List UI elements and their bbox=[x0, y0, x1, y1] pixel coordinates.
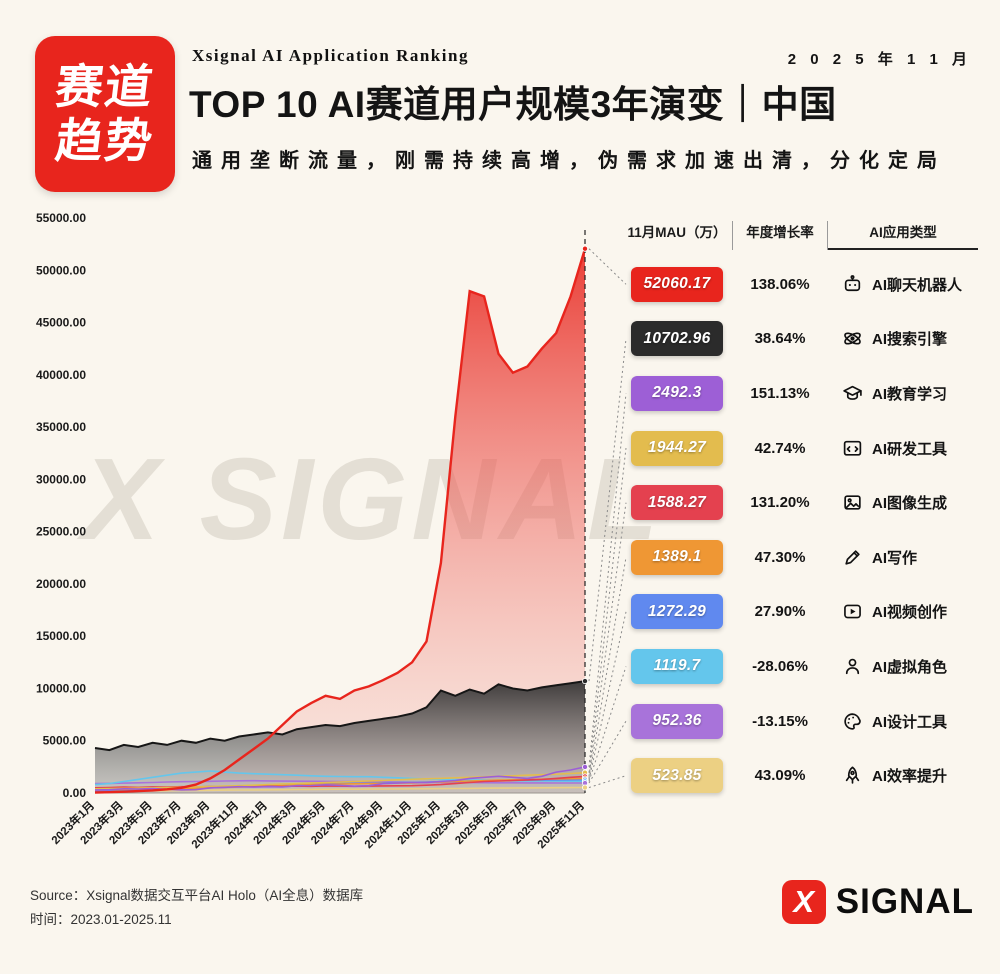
time-range-text: 时间：2023.01-2025.11 bbox=[30, 912, 172, 927]
robot-icon bbox=[842, 274, 863, 295]
svg-text:55000.00: 55000.00 bbox=[36, 211, 86, 225]
category-label: AI虚拟角色 bbox=[872, 658, 948, 676]
table-row: 1119.7 -28.06% AI虚拟角色 bbox=[622, 639, 978, 694]
image-icon bbox=[842, 492, 863, 513]
ranking-table: 52060.17 138.06% AI聊天机器人 10702.96 38.64%… bbox=[622, 257, 978, 803]
growth-value: -13.15% bbox=[752, 712, 808, 730]
category-label: AI写作 bbox=[872, 549, 918, 567]
svg-text:30000.00: 30000.00 bbox=[36, 472, 86, 486]
mau-badge: 1272.29 bbox=[631, 594, 723, 630]
avatar-icon bbox=[842, 656, 863, 677]
xsignal-logo-text: SIGNAL bbox=[835, 882, 974, 921]
brand-badge-line2: 趋势 bbox=[52, 114, 158, 167]
growth-value: 131.20% bbox=[750, 494, 810, 512]
mau-badge: 1588.27 bbox=[631, 485, 723, 521]
xsignal-logo-mark: X bbox=[781, 880, 826, 924]
growth-value: 38.64% bbox=[754, 330, 806, 348]
pen-icon bbox=[842, 547, 863, 568]
category-label: AI设计工具 bbox=[872, 713, 948, 731]
svg-text:0.00: 0.00 bbox=[63, 786, 87, 800]
svg-text:45000.00: 45000.00 bbox=[36, 316, 86, 330]
page-subtitle: 通用垄断流量，刚需持续高增，伪需求加速出清，分化定局 bbox=[192, 150, 946, 172]
mau-badge: 523.85 bbox=[631, 758, 723, 794]
growth-value: 47.30% bbox=[754, 548, 806, 566]
category-label: AI图像生成 bbox=[872, 495, 948, 513]
svg-text:40000.00: 40000.00 bbox=[36, 368, 86, 382]
code-window-icon bbox=[842, 438, 863, 459]
header-type: AI应用类型 bbox=[828, 221, 978, 250]
page-title: TOP 10 AI赛道用户规模3年演变｜中国 bbox=[189, 84, 837, 125]
video-icon bbox=[842, 601, 863, 622]
mau-badge: 10702.96 bbox=[631, 321, 723, 357]
table-row: 52060.17 138.06% AI聊天机器人 bbox=[622, 257, 978, 312]
mau-badge: 1389.1 bbox=[631, 539, 723, 575]
svg-text:50000.00: 50000.00 bbox=[36, 263, 86, 277]
category-label: AI教育学习 bbox=[872, 385, 948, 403]
growth-value: 27.90% bbox=[754, 603, 806, 621]
svg-text:15000.00: 15000.00 bbox=[36, 629, 86, 643]
table-row: 10702.96 38.64% AI搜索引擎 bbox=[622, 312, 978, 367]
category-label: AI效率提升 bbox=[872, 768, 948, 786]
brand-badge: 赛道 趋势 bbox=[35, 36, 175, 192]
table-row: 1944.27 42.74% AI研发工具 bbox=[622, 421, 978, 476]
palette-icon bbox=[842, 711, 863, 732]
kicker-text: Xsignal AI Application Ranking bbox=[192, 46, 469, 65]
svg-text:10000.00: 10000.00 bbox=[36, 681, 86, 695]
svg-text:5000.00: 5000.00 bbox=[43, 734, 87, 748]
mau-badge: 2492.3 bbox=[631, 375, 723, 411]
mau-badge: 952.36 bbox=[631, 703, 723, 739]
table-row: 2492.3 151.13% AI教育学习 bbox=[622, 366, 978, 421]
category-label: AI研发工具 bbox=[872, 440, 948, 458]
header-growth: 年度增长率 bbox=[732, 221, 828, 250]
category-label: AI搜索引擎 bbox=[872, 331, 948, 349]
growth-value: 42.74% bbox=[754, 439, 806, 457]
growth-value: 151.13% bbox=[750, 384, 810, 402]
graduation-cap-icon bbox=[842, 383, 863, 404]
svg-text:20000.00: 20000.00 bbox=[36, 577, 86, 591]
search-engine-icon bbox=[842, 328, 863, 349]
growth-value: -28.06% bbox=[752, 657, 808, 675]
rocket-icon bbox=[842, 765, 863, 786]
svg-text:25000.00: 25000.00 bbox=[36, 525, 86, 539]
category-label: AI视频创作 bbox=[872, 604, 948, 622]
table-row: 1272.29 27.90% AI视频创作 bbox=[622, 585, 978, 640]
ranking-table-header: 11月MAU（万） 年度增长率 AI应用类型 bbox=[622, 221, 978, 250]
trend-chart: 0.00 5000.00 10000.00 15000.00 20000.00 25000… bbox=[36, 211, 627, 851]
mau-badge: 1119.7 bbox=[631, 648, 723, 684]
growth-value: 43.09% bbox=[754, 767, 806, 785]
report-date: 2 0 2 5 年 1 1 月 bbox=[787, 51, 972, 68]
category-label: AI聊天机器人 bbox=[872, 276, 963, 294]
table-row: 1389.1 47.30% AI写作 bbox=[622, 530, 978, 585]
xsignal-logo: X SIGNAL bbox=[781, 880, 974, 924]
mau-badge: 52060.17 bbox=[631, 266, 723, 302]
svg-text:35000.00: 35000.00 bbox=[36, 420, 86, 434]
mau-badge: 1944.27 bbox=[631, 430, 723, 466]
growth-value: 138.06% bbox=[750, 275, 810, 293]
table-row: 952.36 -13.15% AI设计工具 bbox=[622, 694, 978, 749]
header-mau: 11月MAU（万） bbox=[627, 225, 727, 240]
table-row: 523.85 43.09% AI效率提升 bbox=[622, 748, 978, 803]
source-text: Source：Xsignal数据交互平台AI Holo（AI全息）数据库 bbox=[30, 888, 364, 903]
table-row: 1588.27 131.20% AI图像生成 bbox=[622, 475, 978, 530]
brand-badge-line1: 赛道 bbox=[52, 60, 158, 114]
